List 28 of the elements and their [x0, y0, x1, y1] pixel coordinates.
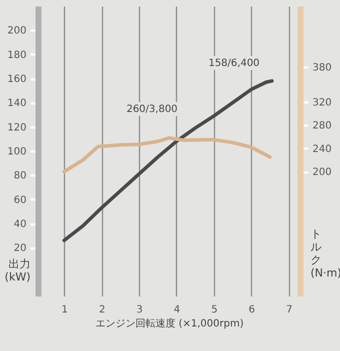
x-tick-label: 1: [62, 304, 68, 316]
y-tick-label: 20: [14, 243, 26, 254]
y-tick-label: 100: [7, 146, 26, 158]
y2-tick-label: 200: [312, 167, 332, 178]
y2-tick-label: 320: [312, 97, 332, 108]
y-tick-label: 180: [7, 50, 26, 61]
line-series: [62, 136, 272, 174]
x-tick-label: 3: [136, 304, 143, 316]
y2-tick-label: 280: [312, 120, 332, 132]
x-tick-label: 5: [211, 304, 218, 316]
y2-tick-label: 380: [312, 62, 332, 74]
line-series: [62, 79, 274, 242]
y2-tick-label: 240: [312, 144, 332, 155]
y-axis-title: 出力 (kW): [4, 258, 30, 284]
annotation: 158/6,400: [208, 58, 260, 69]
y-tick-label: 200: [7, 26, 26, 37]
x-axis-title: エンジン回転速度 (×1,000rpm): [95, 318, 244, 330]
x-tick-label: 2: [98, 304, 106, 316]
annotation: 260/3,800: [126, 104, 178, 115]
x-tick-label: 6: [248, 304, 256, 316]
y-tick-label: 160: [7, 74, 26, 85]
y-tick-label: 60: [14, 194, 26, 206]
y-tick-label: 40: [14, 219, 26, 230]
x-tick-label: 7: [286, 304, 292, 316]
y-tick-label: 80: [14, 170, 26, 182]
y-tick-label: 120: [7, 122, 26, 134]
y-tick-label: 140: [7, 98, 26, 110]
x-tick-label: 4: [174, 304, 180, 316]
